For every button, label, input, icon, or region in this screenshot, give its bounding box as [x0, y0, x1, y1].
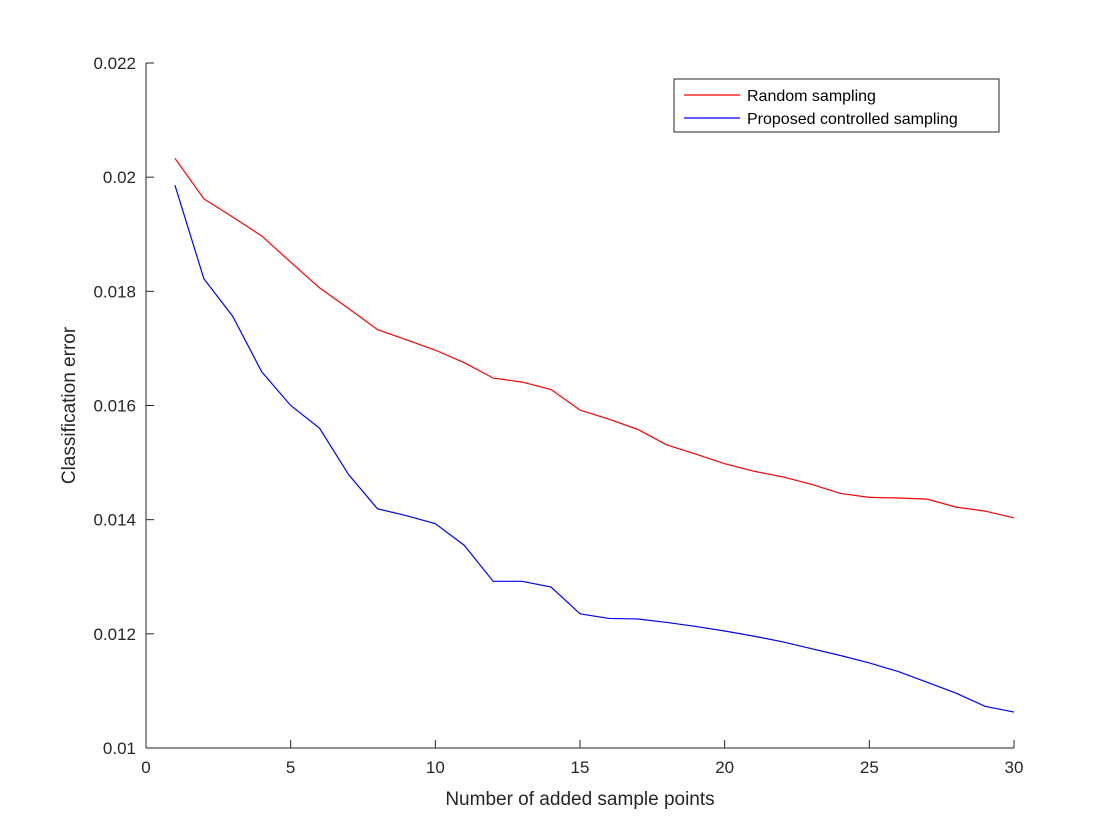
y-tick-label: 0.012 [93, 625, 136, 644]
legend-label: Random sampling [747, 88, 876, 105]
y-tick-label: 0.016 [93, 397, 136, 416]
x-tick-label: 5 [286, 758, 295, 777]
x-tick-label: 10 [426, 758, 445, 777]
legend: Random sampling Proposed controlled sampl… [673, 78, 1000, 133]
series-layer [174, 157, 1015, 713]
x-tick-label: 20 [715, 758, 734, 777]
axes: 0 5 10 15 20 25 30 0.01 0.012 0.014 0.016 0.018 0.02… [93, 54, 1023, 777]
y-axis-title: Classification error [59, 326, 80, 484]
y-tick-label: 0.02 [103, 168, 136, 187]
x-tick-label: 15 [571, 758, 590, 777]
y-tick-label: 0.01 [103, 739, 136, 758]
legend-box [673, 78, 1000, 133]
x-tick-label: 30 [1005, 758, 1024, 777]
legend-label: Proposed controlled sampling [747, 111, 958, 128]
x-tick-label: 0 [141, 758, 150, 777]
x-tick-label: 25 [860, 758, 879, 777]
y-tick-label: 0.018 [93, 282, 136, 301]
x-axis-title: Number of added sample points [445, 789, 714, 810]
series-line-random-sampling [174, 157, 1015, 519]
y-tick-label: 0.014 [93, 511, 136, 530]
series-line-proposed-controlled-sampling [174, 184, 1015, 713]
y-tick-label: 0.022 [93, 54, 136, 73]
